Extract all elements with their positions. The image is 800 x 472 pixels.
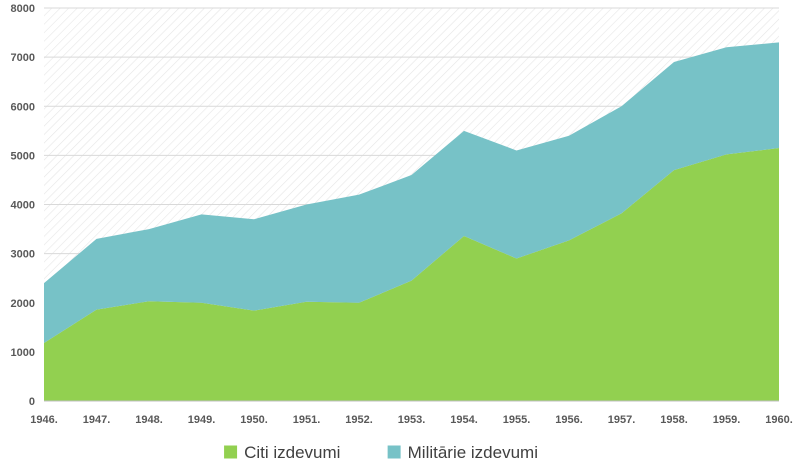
legend-swatch — [224, 445, 238, 459]
x-tick-label: 1957. — [608, 414, 636, 426]
legend-swatch — [387, 445, 401, 459]
y-axis: 0 1000 2000 3000 4000 5000 6000 7000 8000 — [11, 3, 35, 408]
x-tick-label: 1947. — [83, 414, 111, 426]
x-tick-label: 1958. — [660, 414, 688, 426]
x-tick-label: 1948. — [135, 414, 163, 426]
x-tick-label: 1954. — [450, 414, 478, 426]
y-tick-label: 5000 — [11, 150, 35, 162]
x-tick-label: 1956. — [555, 414, 583, 426]
y-tick-label: 4000 — [11, 200, 35, 212]
legend-label: Citi izdevumi — [244, 443, 340, 462]
legend-label: Militārie izdevumi — [408, 443, 538, 462]
series-area-1 — [44, 148, 779, 401]
y-tick-label: 2000 — [11, 298, 35, 310]
x-tick-label: 1960. — [765, 414, 793, 426]
y-tick-label: 6000 — [11, 101, 35, 113]
x-tick-label: 1959. — [713, 414, 741, 426]
series-area-2 — [44, 42, 779, 344]
x-tick-label: 1953. — [398, 414, 426, 426]
x-tick-label: 1951. — [293, 414, 321, 426]
y-tick-label: 0 — [29, 396, 35, 408]
x-tick-label: 1955. — [503, 414, 531, 426]
x-tick-label: 1950. — [240, 414, 268, 426]
y-tick-label: 3000 — [11, 249, 35, 261]
y-tick-label: 7000 — [11, 52, 35, 64]
y-tick-label: 8000 — [11, 3, 35, 15]
x-axis: 1946. 1947. 1948. 1949. 1950. 1951. 1952. 1953.… — [30, 400, 793, 426]
x-tick-label: 1952. — [345, 414, 373, 426]
x-tick-label: 1946. — [30, 414, 58, 426]
x-tick-label: 1949. — [188, 414, 216, 426]
series-areas — [44, 42, 779, 401]
y-tick-label: 1000 — [11, 347, 35, 359]
legend: Citi izdevumi Militārie izdevumi — [224, 443, 538, 462]
